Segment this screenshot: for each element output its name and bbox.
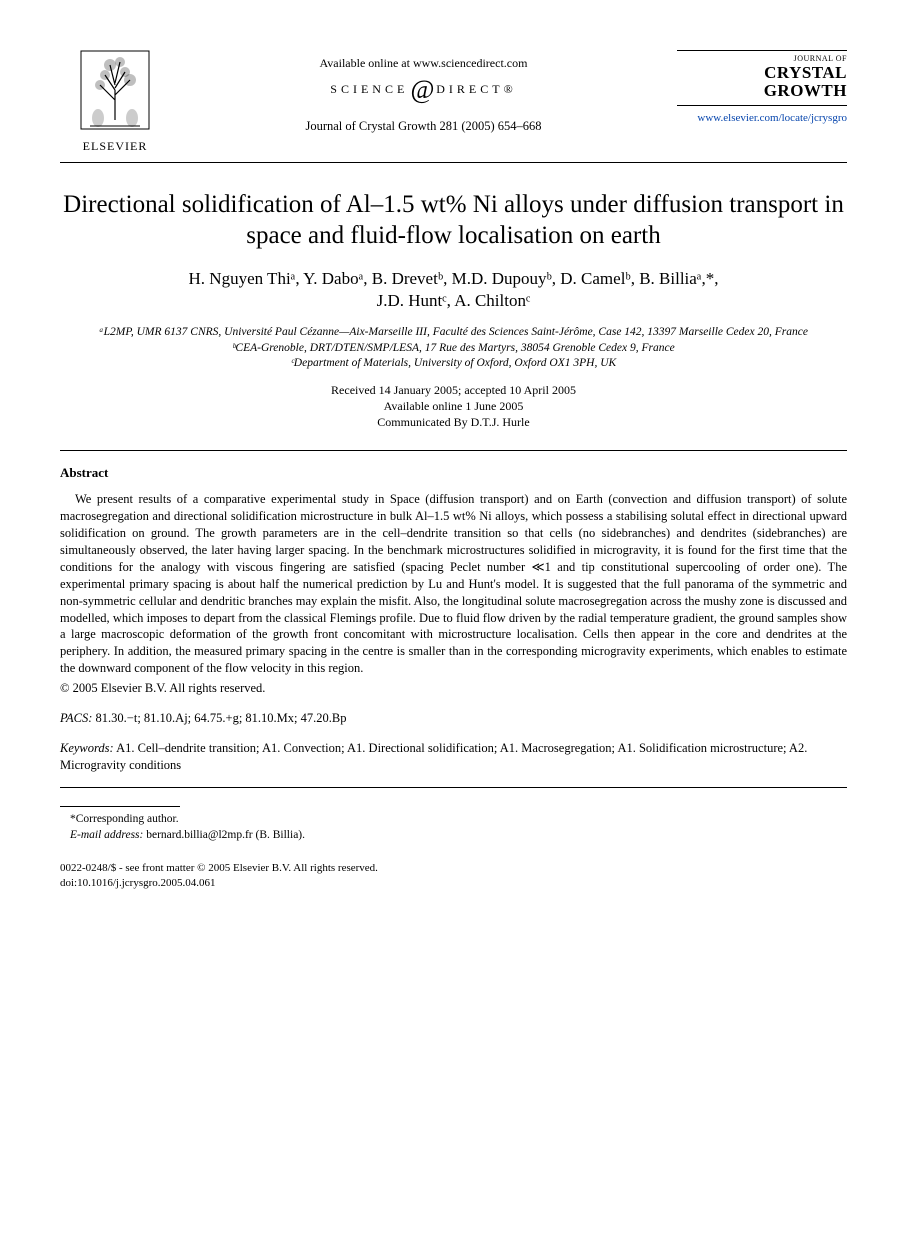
sd-right: DIRECT® [436,82,516,96]
front-matter: 0022-0248/$ - see front matter © 2005 El… [60,861,847,891]
keywords-value: A1. Cell–dendrite transition; A1. Convec… [60,741,807,773]
corresponding-author: *Corresponding author. [70,811,847,827]
dates-block: Received 14 January 2005; accepted 10 Ap… [60,382,847,431]
keywords-line: Keywords: A1. Cell–dendrite transition; … [60,740,847,775]
header-rule [60,162,847,163]
elsevier-tree-icon [80,50,150,130]
email-value: bernard.billia@l2mp.fr (B. Billia). [143,829,305,841]
authors-line-2: J.D. Huntᶜ, A. Chiltonᶜ [377,291,531,310]
email-footnote: E-mail address: bernard.billia@l2mp.fr (… [70,827,847,843]
abstract-heading: Abstract [60,465,847,481]
journal-reference: Journal of Crystal Growth 281 (2005) 654… [170,119,677,134]
publisher-name: ELSEVIER [60,139,170,154]
authors-block: H. Nguyen Thiᵃ, Y. Daboᵃ, B. Drevetᵇ, M.… [60,268,847,314]
authors-line-1: H. Nguyen Thiᵃ, Y. Daboᵃ, B. Drevetᵇ, M.… [189,269,719,288]
email-label: E-mail address: [70,829,143,841]
journal-url-link[interactable]: www.elsevier.com/locate/jcrysgro [677,112,847,124]
pacs-value: 81.30.−t; 81.10.Aj; 64.75.+g; 81.10.Mx; … [92,711,346,725]
page-header: ELSEVIER Available online at www.science… [60,50,847,154]
pacs-line: PACS: 81.30.−t; 81.10.Aj; 64.75.+g; 81.1… [60,710,847,728]
received-date: Received 14 January 2005; accepted 10 Ap… [60,382,847,398]
keywords-bottom-rule [60,787,847,788]
abstract-top-rule [60,450,847,451]
affiliation-a: ᵃL2MP, UMR 6137 CNRS, Université Paul Cé… [60,325,847,341]
keywords-label: Keywords: [60,741,114,755]
abstract-body: We present results of a comparative expe… [60,491,847,677]
online-date: Available online 1 June 2005 [60,398,847,414]
pacs-label: PACS: [60,711,92,725]
sd-d-icon: @ [410,75,434,105]
affiliation-b: ᵇCEA-Grenoble, DRT/DTEN/SMP/LESA, 17 Rue… [60,341,847,357]
center-header: Available online at www.sciencedirect.co… [170,50,677,134]
journal-growth: GROWTH [677,82,847,101]
doi-line: doi:10.1016/j.jcrysgro.2005.04.061 [60,876,847,891]
sd-left: SCIENCE [330,82,408,96]
available-online-text: Available online at www.sciencedirect.co… [170,56,677,71]
sciencedirect-logo: SCIENCE@DIRECT® [170,75,677,105]
abstract-copyright: © 2005 Elsevier B.V. All rights reserved… [60,681,847,696]
communicated-by: Communicated By D.T.J. Hurle [60,414,847,430]
affiliations-block: ᵃL2MP, UMR 6137 CNRS, Université Paul Cé… [60,325,847,372]
article-title: Directional solidification of Al–1.5 wt%… [60,189,847,252]
footnote-rule [60,806,180,807]
publisher-logo-block: ELSEVIER [60,50,170,154]
journal-crystal: CRYSTAL [677,64,847,83]
journal-title-box: JOURNAL OF CRYSTAL GROWTH [677,50,847,106]
affiliation-c: ᶜDepartment of Materials, University of … [60,356,847,372]
front-matter-line1: 0022-0248/$ - see front matter © 2005 El… [60,861,847,876]
right-header: JOURNAL OF CRYSTAL GROWTH www.elsevier.c… [677,50,847,124]
